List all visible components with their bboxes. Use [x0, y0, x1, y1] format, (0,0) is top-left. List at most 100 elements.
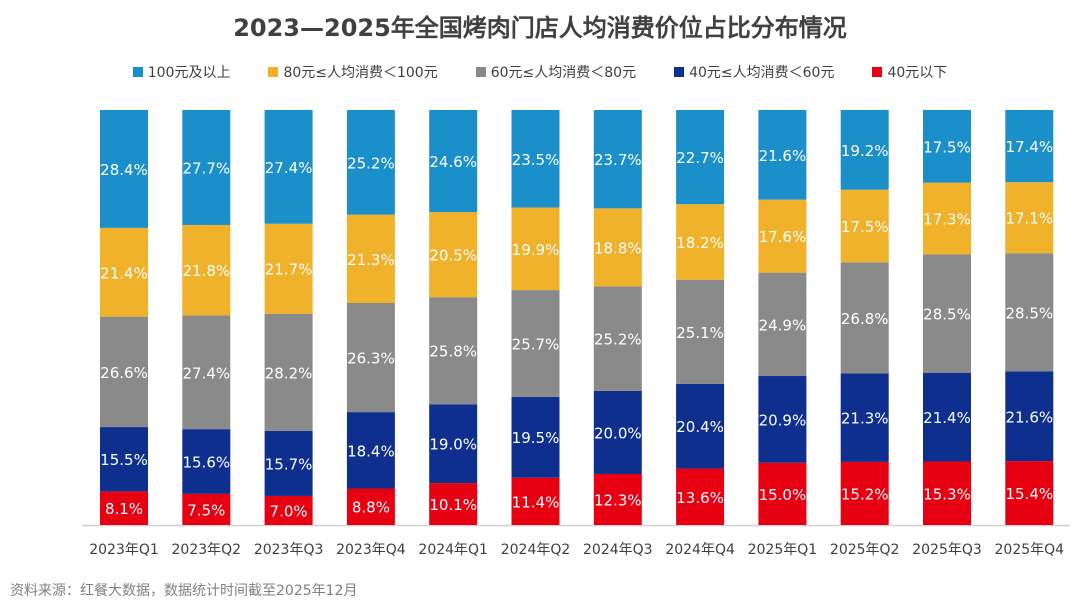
x-tick-label: 2023年Q3 [254, 542, 324, 558]
data-label: 25.2% [594, 331, 642, 349]
bar-segment [346, 302, 395, 413]
x-tick-label: 2024年Q1 [418, 542, 488, 558]
legend-swatch [475, 67, 486, 77]
bar-segment [840, 110, 889, 190]
data-label: 24.6% [429, 153, 477, 171]
data-label: 17.6% [759, 228, 807, 246]
bar-segment [511, 477, 560, 525]
bar-segment [429, 212, 478, 298]
legend-label: 80元≤人均消费＜100元 [283, 65, 438, 81]
legend-swatch [132, 67, 143, 77]
legend-swatch [872, 67, 883, 77]
data-label: 17.5% [841, 218, 889, 236]
bar-segment [182, 224, 231, 316]
bar-segment [758, 376, 807, 463]
bar-segment [676, 279, 725, 384]
data-label: 25.2% [347, 154, 395, 172]
bar-segment [676, 468, 725, 525]
data-label: 7.5% [187, 501, 225, 519]
data-label: 15.5% [100, 451, 148, 469]
data-label: 19.5% [512, 429, 560, 447]
bar-segment [593, 286, 642, 391]
data-label: 13.6% [676, 489, 724, 507]
data-label: 10.1% [429, 496, 477, 514]
data-label: 19.2% [841, 142, 889, 160]
data-label: 15.2% [841, 485, 889, 503]
data-label: 7.0% [270, 502, 308, 520]
data-label: 18.2% [676, 234, 724, 252]
bar-segment [923, 110, 971, 183]
data-label: 21.6% [1005, 408, 1053, 426]
data-label: 18.8% [594, 239, 642, 257]
source-note: 资料来源：红餐大数据，数据统计时间截至2025年12月 [10, 583, 358, 599]
x-tick-label: 2025年Q2 [830, 542, 900, 558]
bar-segment [346, 412, 395, 489]
data-label: 17.5% [923, 138, 971, 156]
data-label: 20.4% [676, 418, 724, 436]
bar-segment [840, 373, 889, 462]
bar-segment [593, 110, 642, 209]
data-label: 23.7% [594, 151, 642, 169]
data-label: 21.3% [347, 251, 395, 269]
data-label: 8.8% [352, 499, 390, 517]
bar-segment [100, 316, 148, 428]
data-label: 25.7% [512, 335, 560, 353]
legend-item: 100元及以上 [132, 62, 230, 82]
bar-segment [840, 461, 889, 525]
bar-segment [511, 290, 560, 397]
data-label: 20.9% [759, 411, 807, 429]
bar-segment [923, 182, 971, 255]
data-label: 27.4% [265, 159, 313, 177]
bar-segment [511, 207, 560, 291]
data-label: 22.7% [676, 149, 724, 167]
bar-segment [758, 462, 807, 525]
data-label: 26.6% [100, 364, 148, 382]
bar-segment [100, 491, 148, 525]
data-label: 23.5% [512, 151, 560, 169]
legend-item: 40元以下 [872, 62, 947, 82]
data-label: 21.3% [841, 410, 889, 428]
bar-segment [758, 272, 807, 377]
bar-segment [676, 110, 725, 205]
bar-segment [840, 262, 889, 374]
data-label: 28.2% [265, 364, 313, 382]
legend-item: 40元≤人均消费＜60元 [674, 62, 834, 82]
legend-item: 80元≤人均消费＜100元 [268, 62, 438, 82]
bar-segment [511, 396, 560, 478]
data-label: 21.4% [100, 264, 148, 282]
bar-segment [1005, 182, 1054, 254]
bar-segment [182, 429, 231, 494]
x-tick-label: 2024年Q3 [583, 542, 653, 558]
data-label: 25.1% [676, 324, 724, 342]
data-label: 8.1% [105, 500, 143, 518]
bar-segment [429, 110, 478, 213]
x-tick-label: 2024年Q2 [501, 542, 571, 558]
legend-label: 40元≤人均消费＜60元 [689, 65, 835, 81]
data-label: 11.4% [512, 493, 560, 511]
data-label: 20.5% [429, 247, 477, 265]
x-tick-label: 2023年Q4 [336, 542, 406, 558]
bar-segment [429, 483, 478, 525]
bar-segment [840, 189, 889, 263]
bar-segment [346, 214, 395, 303]
bar-segment [429, 404, 478, 484]
bar-segment [1005, 371, 1054, 462]
bar-segment [923, 461, 971, 525]
bar-segment [676, 383, 725, 469]
data-label: 26.8% [841, 310, 889, 328]
x-tick-label: 2025年Q4 [995, 542, 1065, 558]
data-label: 12.3% [594, 491, 642, 509]
x-tick-label: 2024年Q4 [665, 542, 735, 558]
bar-segment [1005, 461, 1054, 525]
chart-title: 2023—2025年全国烤肉门店人均消费价位占比分布情况 [233, 14, 847, 42]
data-label: 15.4% [1005, 485, 1053, 503]
data-label: 24.9% [759, 316, 807, 334]
data-label: 19.0% [429, 436, 477, 454]
bar-segment [182, 110, 231, 225]
bar-segment [923, 254, 971, 373]
legend-label: 60元≤人均消费＜80元 [490, 65, 637, 81]
data-label: 27.7% [182, 159, 230, 177]
data-label: 19.9% [512, 241, 560, 259]
data-label: 26.3% [347, 350, 395, 368]
